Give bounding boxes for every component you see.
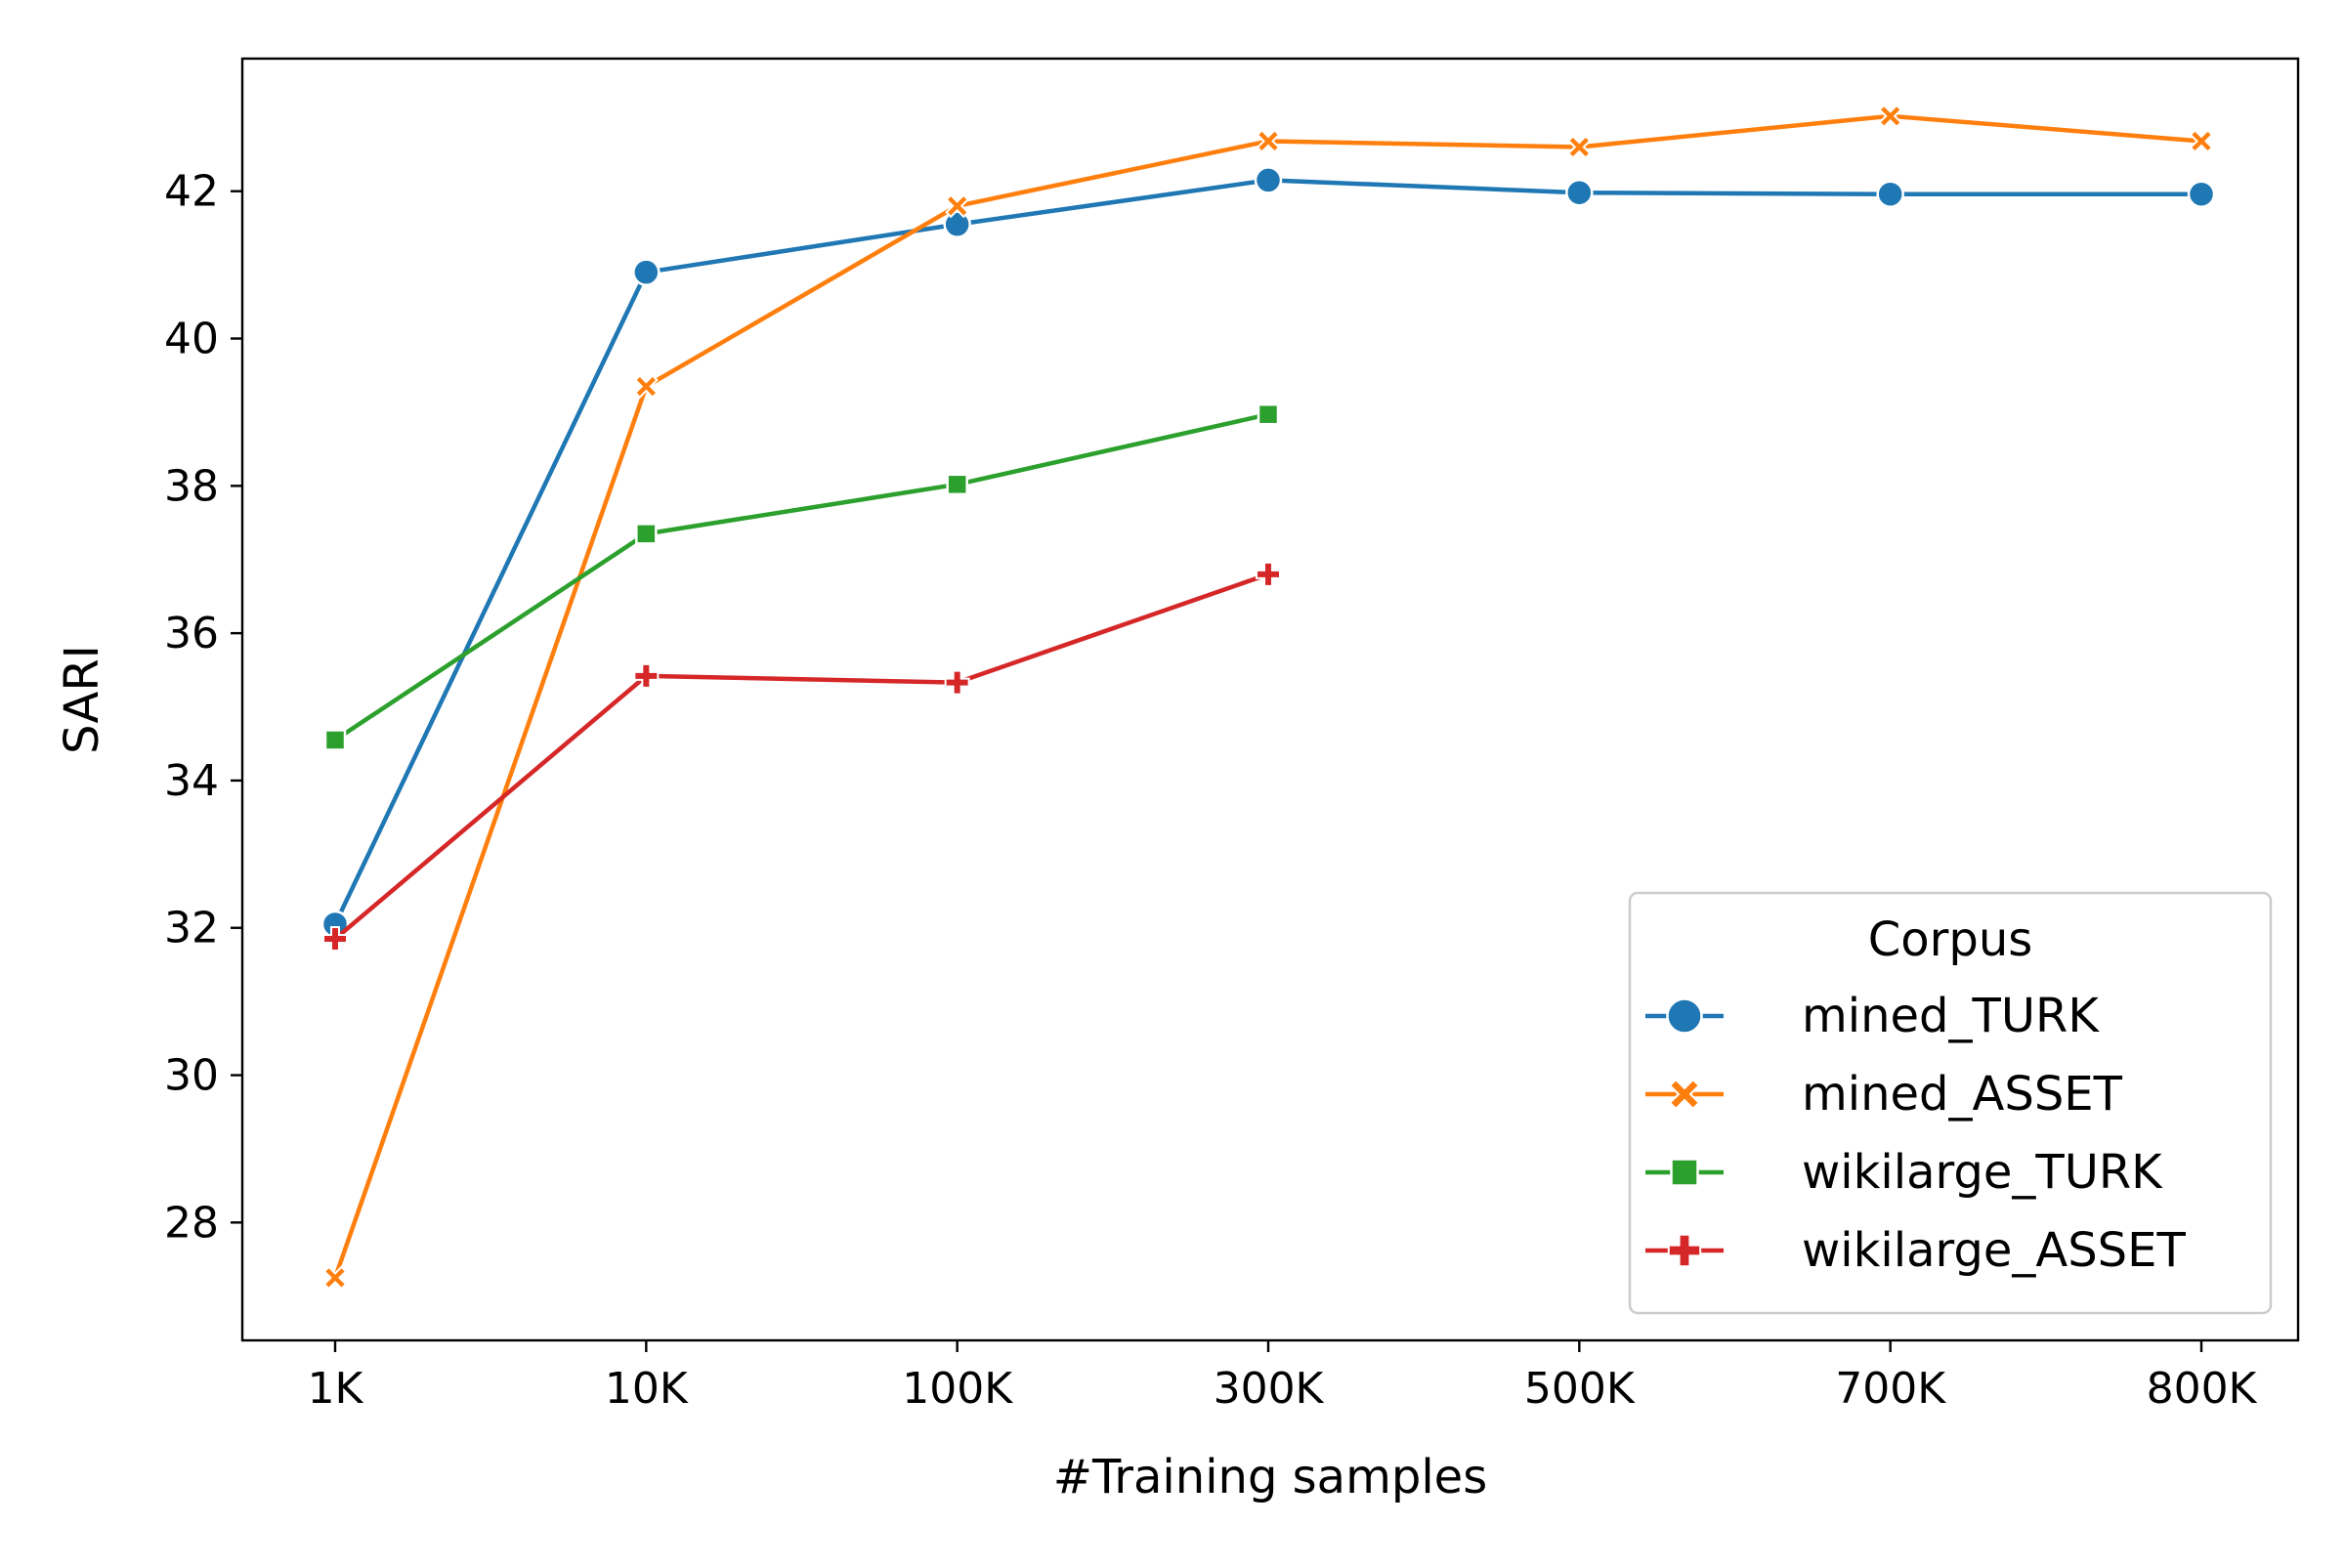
series-line [333,572,1269,941]
legend-marker [1668,1078,1701,1111]
data-point [635,523,658,545]
legend-box [1628,891,2273,1315]
data-point [633,662,660,689]
data-point [632,258,661,286]
y-tick-label: 32 [164,904,219,954]
plot-frame [240,57,2300,1342]
series-line [333,411,1269,742]
data-point [1257,403,1280,426]
data-point [946,473,968,496]
data-point [323,729,347,751]
data-point [322,1265,348,1291]
x-tick-label: 100K [902,1364,1013,1414]
y-tick-label: 28 [164,1198,219,1248]
y-tick-label: 38 [164,461,219,511]
series-mined_ASSET [322,104,2214,1291]
series-wikilarge_TURK [323,403,1280,751]
data-point [322,926,348,953]
legend-label: wikilarge_TURK [1802,1145,2163,1200]
legend-marker [1667,1233,1702,1268]
data-point [945,193,970,219]
legend-label: mined_TURK [1802,989,2100,1043]
x-tick-label: 10K [605,1364,689,1414]
data-point [944,669,970,696]
y-tick-label: 30 [164,1051,219,1101]
y-tick-label: 36 [164,609,219,658]
y-axis-label: SARI [55,645,109,754]
data-point [633,374,659,399]
legend-marker [1670,1158,1699,1187]
x-tick-label: 300K [1214,1364,1325,1414]
y-tick-label: 34 [164,756,219,806]
y-tick-label: 40 [164,315,219,364]
legend-entry: mined_TURK [1645,989,2100,1043]
legend-entry: mined_ASSET [1645,1067,2123,1122]
legend-entry: wikilarge_ASSET [1645,1223,2186,1278]
legend-entry: wikilarge_TURK [1645,1145,2163,1200]
x-tick-label: 500K [1524,1364,1636,1414]
y-tick-label: 42 [164,167,219,217]
data-point [2189,129,2214,153]
legend: Corpus mined_TURK mined_ASSET wikilarge_TU… [1628,891,2273,1315]
legend-label: mined_ASSET [1802,1067,2123,1122]
data-point [1566,135,1592,159]
data-point [1254,166,1283,194]
legend-marker [1666,997,1703,1035]
data-point [2187,180,2216,208]
x-tick-label: 800K [2147,1364,2258,1414]
x-axis-label: #Training samples [1053,1450,1487,1504]
x-tick-label: 700K [1835,1364,1946,1414]
series-mined_TURK [320,166,2216,939]
data-point [1878,104,1903,129]
series-wikilarge_ASSET [322,561,1281,953]
data-point [1876,180,1904,208]
data-point [1256,129,1281,153]
x-tick-label: 1K [308,1364,364,1414]
data-point [1256,561,1281,587]
legend-title: Corpus [1868,912,2033,967]
data-point [1565,178,1594,207]
legend-label: wikilarge_ASSET [1802,1223,2186,1278]
